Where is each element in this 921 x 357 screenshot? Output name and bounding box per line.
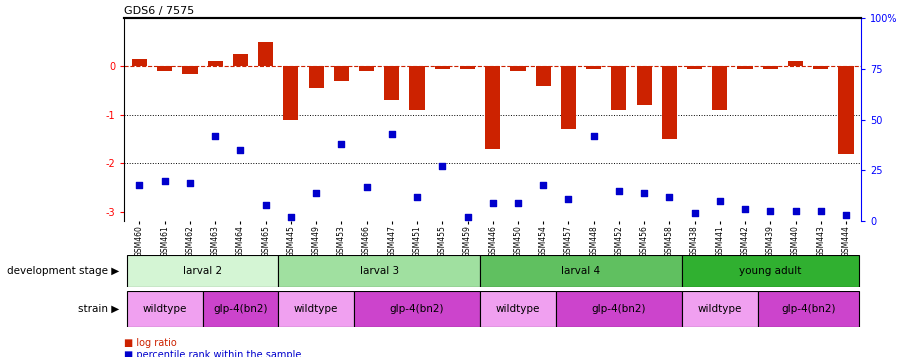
Bar: [182, 66, 197, 74]
Text: strain ▶: strain ▶: [78, 304, 120, 314]
Text: wildtype: wildtype: [143, 304, 187, 314]
Bar: [838, 66, 854, 154]
Point: [157, 178, 172, 183]
Bar: [682, 255, 858, 287]
Bar: [410, 66, 425, 110]
Point: [510, 200, 525, 206]
Bar: [510, 66, 526, 71]
Text: ■ log ratio: ■ log ratio: [124, 338, 177, 348]
Text: wildtype: wildtype: [294, 304, 338, 314]
Point: [334, 141, 349, 147]
Point: [662, 194, 677, 200]
Bar: [636, 66, 652, 105]
Point: [435, 164, 449, 169]
Text: larval 3: larval 3: [359, 266, 399, 276]
Bar: [333, 66, 349, 81]
Bar: [359, 66, 374, 71]
Text: young adult: young adult: [740, 266, 801, 276]
Point: [485, 200, 500, 206]
Bar: [384, 66, 400, 100]
Point: [233, 147, 248, 153]
Text: wildtype: wildtype: [495, 304, 540, 314]
Point: [460, 215, 475, 220]
Text: wildtype: wildtype: [697, 304, 742, 314]
Text: GDS6 / 7575: GDS6 / 7575: [124, 6, 194, 16]
Point: [536, 182, 551, 187]
Text: ■ percentile rank within the sample: ■ percentile rank within the sample: [124, 350, 302, 357]
Point: [788, 208, 803, 214]
Bar: [278, 291, 354, 327]
Point: [687, 210, 702, 216]
Point: [410, 194, 425, 200]
Point: [587, 133, 601, 139]
Bar: [682, 291, 758, 327]
Point: [561, 196, 576, 202]
Text: larval 2: larval 2: [183, 266, 222, 276]
Bar: [561, 66, 576, 129]
Bar: [480, 291, 555, 327]
Point: [208, 133, 223, 139]
Bar: [132, 59, 147, 66]
Bar: [788, 61, 803, 66]
Bar: [813, 66, 828, 69]
Bar: [233, 54, 248, 66]
Point: [738, 206, 752, 212]
Bar: [763, 66, 778, 69]
Bar: [203, 291, 278, 327]
Text: glp-4(bn2): glp-4(bn2): [390, 304, 444, 314]
Bar: [712, 66, 728, 110]
Point: [612, 188, 626, 194]
Bar: [612, 66, 626, 110]
Bar: [485, 66, 500, 149]
Point: [258, 202, 273, 208]
Bar: [536, 66, 551, 86]
Text: larval 4: larval 4: [562, 266, 600, 276]
Bar: [480, 255, 682, 287]
Bar: [758, 291, 858, 327]
Text: glp-4(bn2): glp-4(bn2): [591, 304, 647, 314]
Bar: [157, 66, 172, 71]
Bar: [687, 66, 702, 69]
Text: glp-4(bn2): glp-4(bn2): [781, 304, 835, 314]
Point: [309, 190, 323, 196]
Point: [384, 131, 399, 137]
Point: [713, 198, 728, 204]
Bar: [460, 66, 475, 69]
Bar: [309, 66, 323, 88]
Bar: [738, 66, 752, 69]
Bar: [127, 291, 203, 327]
Point: [763, 208, 777, 214]
Bar: [278, 255, 480, 287]
Bar: [258, 42, 274, 66]
Point: [284, 215, 298, 220]
Point: [132, 182, 146, 187]
Text: development stage ▶: development stage ▶: [7, 266, 120, 276]
Bar: [662, 66, 677, 139]
Point: [813, 208, 828, 214]
Point: [839, 212, 854, 218]
Bar: [207, 61, 223, 66]
Bar: [586, 66, 601, 69]
Bar: [284, 66, 298, 120]
Bar: [127, 255, 278, 287]
Point: [636, 190, 651, 196]
Bar: [555, 291, 682, 327]
Point: [182, 180, 197, 186]
Text: glp-4(bn2): glp-4(bn2): [213, 304, 268, 314]
Bar: [354, 291, 480, 327]
Bar: [435, 66, 449, 69]
Point: [359, 184, 374, 190]
